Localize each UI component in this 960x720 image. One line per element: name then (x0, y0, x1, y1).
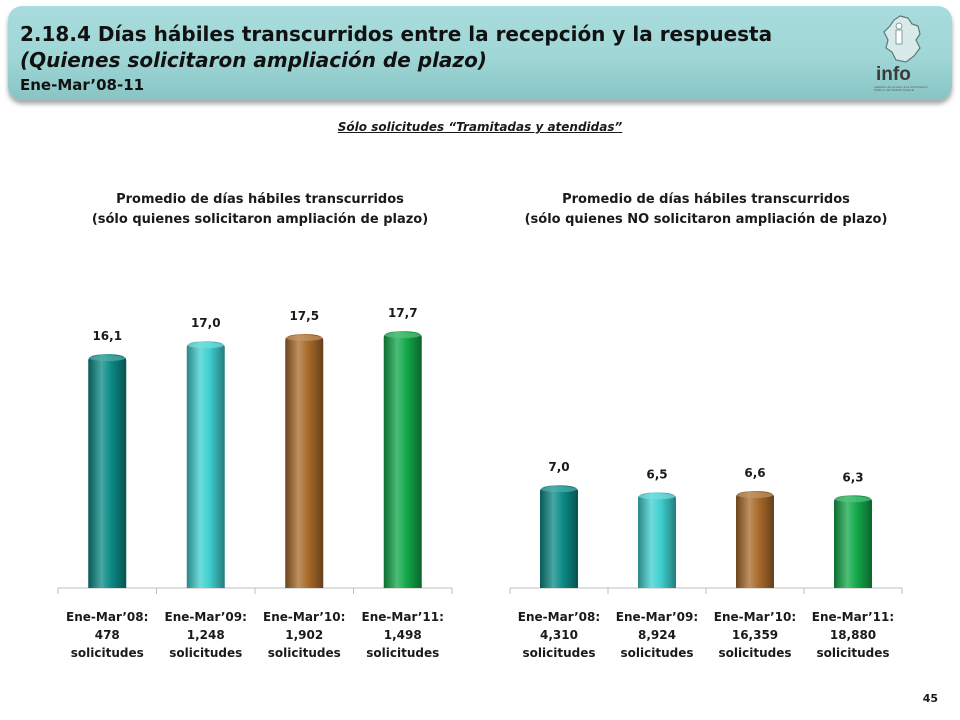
data-label: 6,3 (842, 470, 863, 484)
category-label: Ene-Mar’11: (362, 610, 444, 624)
data-label: 6,5 (646, 467, 667, 481)
bar-cap (737, 491, 773, 498)
category-label: solicitudes (621, 646, 694, 660)
chart-1: 16,1 Ene-Mar’08: 478 solicitudes 17,0 Ene-Mar… (57, 306, 453, 660)
bar-cap (286, 335, 323, 341)
category-label: solicitudes (817, 646, 890, 660)
bar (88, 354, 127, 588)
category-label: 1,498 (384, 628, 422, 642)
chart-1-title: Promedio de días hábiles transcurridos (… (60, 190, 460, 230)
category-label: Ene-Mar’08: (518, 610, 600, 624)
bar (736, 490, 774, 588)
bar (834, 495, 872, 588)
category-label: Ene-Mar’09: (165, 610, 247, 624)
category-label: solicitudes (523, 646, 596, 660)
chart-2-title-line1: Promedio de días hábiles transcurridos (562, 192, 850, 207)
category-label: 478 (95, 628, 120, 642)
data-label: 17,0 (191, 316, 221, 330)
bar (540, 485, 578, 588)
bar (285, 334, 324, 588)
bar (186, 341, 225, 588)
category-label: solicitudes (719, 646, 792, 660)
data-label: 17,5 (289, 309, 319, 323)
filter-note: Sólo solicitudes “Tramitadas y atendidas… (337, 120, 623, 134)
chart-2-title: Promedio de días hábiles transcurridos (… (506, 190, 906, 230)
category-label: 4,310 (540, 628, 578, 642)
bar-cap (89, 355, 126, 362)
data-label: 6,6 (744, 466, 765, 480)
bar-cap (639, 493, 675, 500)
category-label: 18,880 (830, 628, 876, 642)
slide-header: 2.18.4 Días hábiles transcurridos entre … (8, 6, 952, 100)
category-label: solicitudes (366, 646, 439, 660)
chart-2: 7,0 Ene-Mar’08: 4,310 solicitudes 6,5 Ene-Mar… (509, 460, 903, 660)
data-label: 16,1 (92, 329, 122, 343)
page-number: 45 (922, 692, 938, 705)
bar-cap (541, 486, 577, 493)
mexico-city-map-icon (883, 15, 921, 63)
category-label: Ene-Mar’11: (812, 610, 894, 624)
category-label: Ene-Mar’10: (263, 610, 345, 624)
category-label: 16,359 (732, 628, 778, 642)
info-df-logo: info Instituto de Acceso a la Informació… (870, 14, 940, 96)
category-label: solicitudes (169, 646, 242, 660)
slide-title: 2.18.4 Días hábiles transcurridos entre … (20, 22, 773, 46)
category-label: Ene-Mar’08: (66, 610, 148, 624)
logo-tagline: Instituto de Acceso a la Información Púb… (874, 85, 928, 92)
category-label: Ene-Mar’10: (714, 610, 796, 624)
chart-1-title-line2: (sólo quienes solicitaron ampliación de … (91, 212, 429, 227)
data-label: 17,7 (388, 306, 418, 320)
logo-text: info (876, 64, 911, 85)
category-label: solicitudes (268, 646, 341, 660)
bar-cap (384, 332, 421, 339)
slide-period: Ene-Mar’08-11 (20, 76, 145, 94)
category-label: 8,924 (638, 628, 676, 642)
category-label: Ene-Mar’09: (616, 610, 698, 624)
chart-1-title-line1: Promedio de días hábiles transcurridos (116, 192, 404, 207)
bar (383, 331, 422, 588)
data-label: 7,0 (548, 460, 569, 474)
category-label: 1,902 (285, 628, 323, 642)
bar-cap (835, 496, 871, 503)
slide-subtitle: (Quienes solicitaron ampliación de plazo… (20, 48, 487, 72)
bar-cap (187, 342, 224, 349)
category-label: solicitudes (71, 646, 144, 660)
chart-2-title-line2: (sólo quienes NO solicitaron ampliación … (524, 212, 888, 227)
category-label: 1,248 (187, 628, 225, 642)
bar (638, 492, 676, 588)
